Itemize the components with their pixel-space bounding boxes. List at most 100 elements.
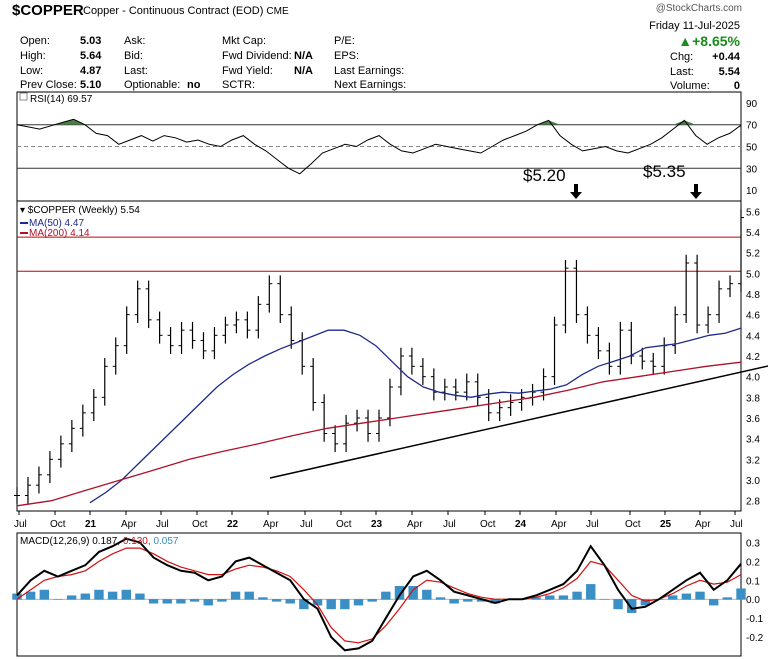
symbol-description: Copper - Continuous Contract (EOD) CME bbox=[83, 5, 289, 17]
macd-histogram-bar bbox=[367, 599, 377, 602]
price-tick-label: 5.2 bbox=[746, 249, 760, 260]
x-tick-label: Jul bbox=[14, 519, 27, 530]
price-tick-label: 3.0 bbox=[746, 476, 760, 487]
rsi-overbought-fill bbox=[50, 122, 63, 125]
macd-histogram-bar bbox=[299, 599, 309, 610]
price-panel: 2.8 3.0 3.2 3.4 3.6 3.8 4.0 4.2 4.4 4.6 4.8 5.0 5.2 5… bbox=[14, 162, 768, 512]
change-percent: ▲+8.65% bbox=[678, 33, 740, 49]
x-tick-label: Oct bbox=[50, 519, 66, 530]
optionable-label: Optionable: bbox=[124, 79, 181, 91]
macd-histogram-bar bbox=[94, 589, 104, 600]
symbol-title: $COPPER bbox=[12, 2, 84, 19]
macd-tick-label: -0.1 bbox=[746, 614, 764, 625]
macd-histogram-bar bbox=[613, 599, 623, 610]
up-arrow-icon: ▲ bbox=[678, 33, 693, 49]
macd-tick-label: 0.1 bbox=[746, 576, 760, 587]
macd-histogram-bar bbox=[449, 599, 459, 604]
ma50-line bbox=[89, 327, 742, 504]
x-tick-label: Apr bbox=[551, 519, 567, 530]
fwd-dividend-value: N/A bbox=[294, 50, 313, 62]
macd-histogram-bar bbox=[148, 599, 159, 604]
price-tick-label: 3.2 bbox=[746, 455, 760, 466]
next-earnings-label: Next Earnings: bbox=[334, 79, 407, 91]
last-price-label: Last: bbox=[670, 66, 694, 78]
exchange-text: CME bbox=[266, 6, 289, 17]
macd-histogram-bar bbox=[586, 584, 596, 600]
chg-label: Chg: bbox=[670, 51, 694, 63]
macd-histogram-bar bbox=[203, 599, 213, 606]
high-value: 5.64 bbox=[80, 50, 102, 62]
macd-histogram-bar bbox=[53, 599, 63, 600]
x-tick-label: 21 bbox=[85, 519, 97, 530]
ma200-line bbox=[16, 361, 742, 507]
mkt-cap-label: Mkt Cap: bbox=[222, 35, 267, 47]
price-legend-symbol: ▾ $COPPER (Weekly) 5.54 bbox=[20, 205, 140, 216]
price-tick-label: 5.0 bbox=[746, 269, 760, 280]
fwd-dividend-label: Fwd Dividend: bbox=[222, 50, 292, 62]
macd-histogram-value: 0.057 bbox=[153, 536, 178, 547]
macd-histogram-bar bbox=[381, 591, 391, 600]
x-tick-label: Oct bbox=[192, 519, 208, 530]
macd-histogram-bar bbox=[25, 591, 36, 600]
change-percent-value: +8.65% bbox=[692, 33, 740, 49]
x-tick-label: Apr bbox=[263, 519, 279, 530]
macd-histogram-bar bbox=[572, 591, 582, 600]
stockcharts-credit: @StockCharts.com bbox=[655, 3, 742, 14]
x-tick-label: Apr bbox=[695, 519, 711, 530]
x-tick-label: Jul bbox=[156, 519, 169, 530]
last-label: Last: bbox=[124, 65, 148, 77]
macd-histogram-bar bbox=[230, 591, 241, 600]
macd-histogram-bar bbox=[640, 599, 651, 606]
rsi-legend-box bbox=[19, 92, 28, 101]
price-tick-label: 4.8 bbox=[746, 290, 760, 301]
macd-histogram-bar bbox=[340, 599, 350, 610]
macd-histogram-bar bbox=[545, 595, 555, 600]
macd-tick-label: 0.0 bbox=[746, 595, 760, 606]
macd-histogram-bar bbox=[107, 591, 118, 600]
rsi-overbought-fill bbox=[673, 120, 685, 125]
rsi-tick-label: 30 bbox=[746, 164, 758, 175]
trend-line bbox=[269, 365, 768, 479]
macd-signal-line bbox=[16, 547, 742, 644]
macd-histogram-bar bbox=[722, 597, 733, 600]
price-tick-label: 4.4 bbox=[746, 331, 760, 342]
macd-histogram-bar bbox=[627, 599, 637, 613]
macd-histogram-bar bbox=[162, 599, 172, 604]
macd-histogram-bar bbox=[394, 585, 405, 600]
macd-histogram-bar bbox=[681, 593, 692, 600]
high-label: High: bbox=[20, 50, 46, 62]
rsi-legend: RSI(14) 69.57 bbox=[30, 94, 93, 105]
open-value: 5.03 bbox=[80, 35, 102, 47]
macd-histogram-bar bbox=[435, 597, 446, 600]
x-tick-label: 24 bbox=[515, 519, 527, 530]
macd-histogram-bar bbox=[490, 599, 500, 604]
x-tick-label: Apr bbox=[407, 519, 423, 530]
price-tick-label: 4.6 bbox=[746, 311, 760, 322]
macd-histogram-bar bbox=[244, 591, 254, 600]
optionable-value: no bbox=[187, 79, 201, 91]
macd-histogram-bar bbox=[531, 597, 541, 600]
prev-close-label: Prev Close: bbox=[20, 79, 77, 91]
fwd-yield-value: N/A bbox=[294, 65, 313, 77]
macd-legend-title: MACD(12,26,9) bbox=[20, 536, 92, 547]
last-price-value: 5.54 bbox=[718, 66, 740, 78]
price-tick-label: 3.4 bbox=[746, 435, 760, 446]
rsi-tick-label: 50 bbox=[746, 143, 758, 154]
quote-header: $COPPER Copper - Continuous Contract (EO… bbox=[0, 0, 768, 92]
macd-histogram-bar bbox=[66, 595, 77, 600]
sctr-label: SCTR: bbox=[222, 79, 255, 91]
pe-label: P/E: bbox=[334, 35, 355, 47]
ma50-legend: MA(50) 4.47 bbox=[29, 218, 84, 229]
quote-date: Friday 11-Jul-2025 bbox=[649, 20, 740, 32]
macd-histogram-bar bbox=[189, 599, 200, 602]
x-tick-label: 23 bbox=[371, 519, 383, 530]
x-tick-label: Jul bbox=[586, 519, 599, 530]
volume-label: Volume: bbox=[670, 80, 710, 92]
bid-label: Bid: bbox=[124, 50, 143, 62]
x-tick-label: 22 bbox=[227, 519, 239, 530]
price-tick-label: 4.2 bbox=[746, 352, 760, 363]
x-tick-label: Jul bbox=[443, 519, 456, 530]
macd-histogram-bar bbox=[422, 589, 432, 600]
rsi-tick-label: 90 bbox=[746, 99, 758, 110]
